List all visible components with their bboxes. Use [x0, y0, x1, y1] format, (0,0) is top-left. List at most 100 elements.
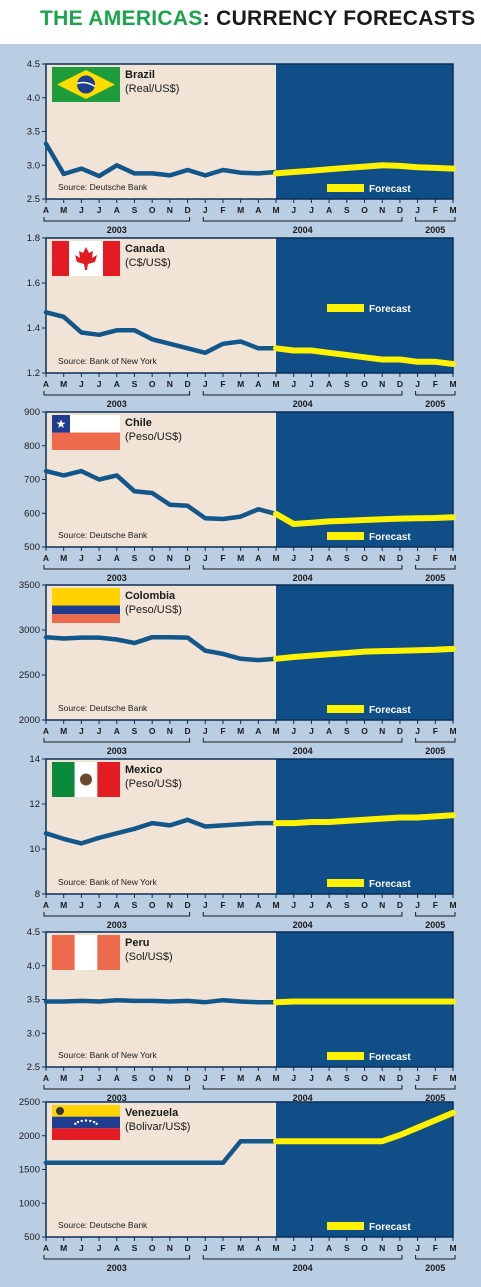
- month-label: J: [309, 205, 314, 215]
- month-label: O: [149, 379, 156, 389]
- flag-part: [52, 241, 69, 276]
- month-label: F: [433, 1073, 438, 1083]
- year-bracket: [43, 391, 191, 396]
- month-label: D: [184, 726, 190, 736]
- month-label: O: [361, 379, 368, 389]
- year-label: 2004: [293, 746, 313, 756]
- month-label: F: [433, 379, 438, 389]
- month-label: J: [79, 900, 84, 910]
- month-label: J: [97, 726, 102, 736]
- month-label: N: [167, 553, 173, 563]
- year-bracket: [202, 912, 403, 917]
- month-label: M: [60, 379, 67, 389]
- month-label: A: [255, 900, 261, 910]
- year-label: 2005: [425, 225, 445, 235]
- month-label: A: [326, 726, 332, 736]
- currency-unit: (Bolivar/US$): [125, 1121, 190, 1133]
- month-label: M: [237, 553, 244, 563]
- year-label: 2003: [107, 225, 127, 235]
- legend-swatch: [327, 879, 364, 887]
- month-label: N: [167, 205, 173, 215]
- month-label: M: [449, 726, 456, 736]
- y-tick-label: 14: [29, 754, 40, 765]
- month-label: A: [43, 205, 49, 215]
- month-label: O: [361, 1243, 368, 1253]
- month-label: M: [237, 1073, 244, 1083]
- month-label: O: [361, 205, 368, 215]
- flag-part: [52, 415, 70, 433]
- month-label: J: [291, 553, 296, 563]
- month-label: J: [291, 1073, 296, 1083]
- month-label: J: [203, 553, 208, 563]
- month-label: M: [449, 379, 456, 389]
- month-label: S: [344, 205, 350, 215]
- chart-peru: 2.5 3.0 3.5 4.0 4.5 Peru (Sol/US$) Source: Bank…: [27, 927, 457, 1103]
- source-note: Source: Bank of New York: [58, 356, 158, 366]
- month-label: O: [149, 1073, 156, 1083]
- y-tick-label: 8: [35, 889, 40, 900]
- month-label: S: [344, 379, 350, 389]
- month-label: J: [97, 1073, 102, 1083]
- legend-swatch: [327, 1222, 364, 1230]
- y-tick-label: 2500: [19, 1097, 40, 1108]
- month-label: J: [79, 1073, 84, 1083]
- month-label: M: [449, 553, 456, 563]
- month-label: A: [255, 726, 261, 736]
- month-label: F: [220, 726, 225, 736]
- month-label: N: [379, 379, 385, 389]
- month-label: S: [132, 726, 138, 736]
- canada-flag-icon: [52, 241, 120, 276]
- chart-venezuela: 500 1000 1500 2000 2500 Venezuela (Bolivar/US$…: [19, 1097, 457, 1273]
- source-note: Source: Deutsche Bank: [58, 703, 148, 713]
- month-label: J: [309, 1243, 314, 1253]
- y-tick-label: 900: [24, 407, 40, 418]
- month-label: M: [272, 1243, 279, 1253]
- month-label: M: [272, 900, 279, 910]
- country-name: Peru: [125, 937, 149, 949]
- year-label: 2005: [425, 746, 445, 756]
- year-label: 2003: [107, 920, 127, 930]
- month-label: M: [272, 1073, 279, 1083]
- month-label: A: [114, 379, 120, 389]
- month-label: N: [167, 1073, 173, 1083]
- month-label: F: [433, 1243, 438, 1253]
- month-label: N: [379, 205, 385, 215]
- peru-flag-icon: [52, 935, 120, 970]
- y-tick-label: 1500: [19, 1165, 40, 1176]
- year-label: 2005: [425, 399, 445, 409]
- month-label: J: [97, 205, 102, 215]
- month-label: O: [149, 553, 156, 563]
- source-note: Source: Bank of New York: [58, 1050, 158, 1060]
- emblem-icon: [80, 773, 92, 786]
- year-bracket: [415, 1085, 456, 1090]
- month-label: N: [379, 553, 385, 563]
- flag-part: [103, 241, 120, 276]
- month-label: M: [449, 205, 456, 215]
- month-label: J: [97, 553, 102, 563]
- star-icon: [74, 1122, 77, 1125]
- month-label: M: [237, 1243, 244, 1253]
- y-tick-label: 4.0: [27, 961, 40, 972]
- chart-chile: 500 600 700 800 900 ★ Chile (Peso/US$) Source: D…: [24, 407, 456, 583]
- year-bracket: [43, 217, 191, 222]
- month-label: S: [132, 1073, 138, 1083]
- legend-label: Forecast: [369, 532, 411, 543]
- year-bracket: [415, 217, 456, 222]
- year-label: 2004: [293, 225, 313, 235]
- y-tick-label: 4.5: [27, 59, 40, 70]
- country-name: Canada: [125, 243, 166, 255]
- y-tick-label: 3500: [19, 580, 40, 591]
- month-label: A: [326, 1243, 332, 1253]
- legend-swatch: [327, 304, 364, 312]
- flag-part: [52, 1128, 120, 1140]
- chile-flag-icon: ★: [52, 415, 120, 450]
- month-label: S: [344, 1243, 350, 1253]
- y-tick-label: 1.2: [27, 368, 40, 379]
- country-name: Brazil: [125, 69, 155, 81]
- month-label: M: [272, 205, 279, 215]
- y-tick-label: 3.0: [27, 160, 40, 171]
- month-label: F: [433, 726, 438, 736]
- month-label: J: [291, 205, 296, 215]
- month-label: J: [415, 726, 420, 736]
- colombia-flag-icon: [52, 588, 120, 623]
